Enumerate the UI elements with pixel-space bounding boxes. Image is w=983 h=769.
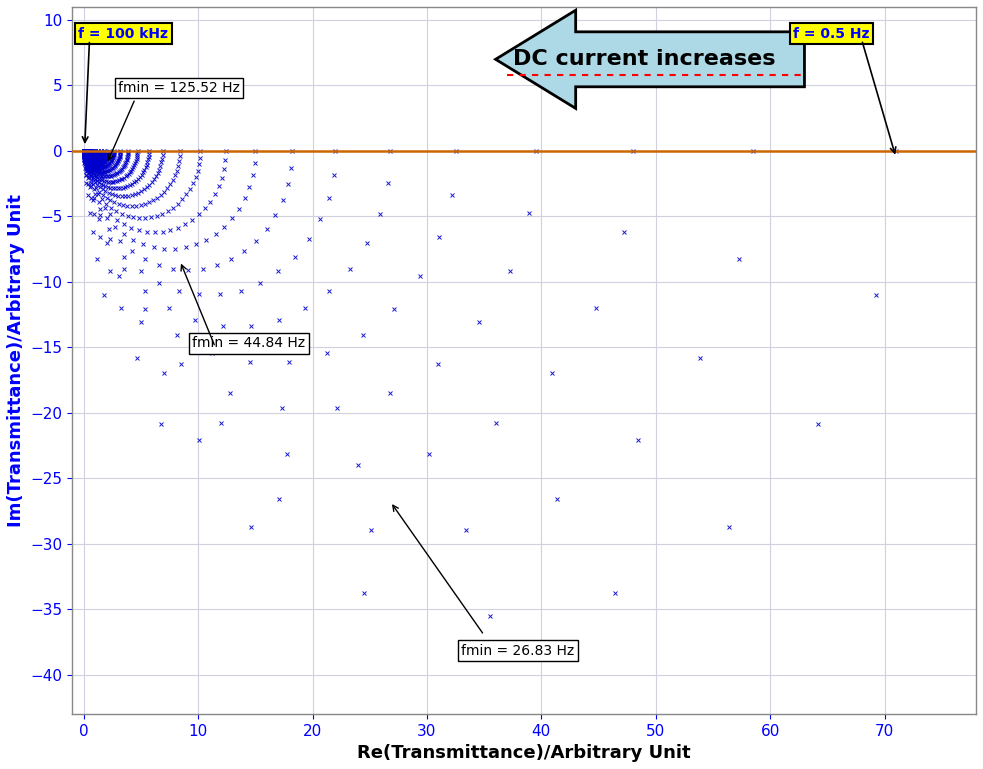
Text: DC current increases: DC current increases <box>513 49 776 69</box>
Text: fmin = 44.84 Hz: fmin = 44.84 Hz <box>193 336 306 350</box>
Text: fmin = 125.52 Hz: fmin = 125.52 Hz <box>118 81 240 95</box>
Text: f = 0.5 Hz: f = 0.5 Hz <box>793 27 870 41</box>
Text: f = 100 kHz: f = 100 kHz <box>78 27 168 41</box>
Y-axis label: Im(Transmittance)/Arbitrary Unit: Im(Transmittance)/Arbitrary Unit <box>7 194 25 527</box>
X-axis label: Re(Transmittance)/Arbitrary Unit: Re(Transmittance)/Arbitrary Unit <box>358 744 691 762</box>
Text: fmin = 26.83 Hz: fmin = 26.83 Hz <box>461 644 574 657</box>
FancyArrow shape <box>495 10 804 108</box>
